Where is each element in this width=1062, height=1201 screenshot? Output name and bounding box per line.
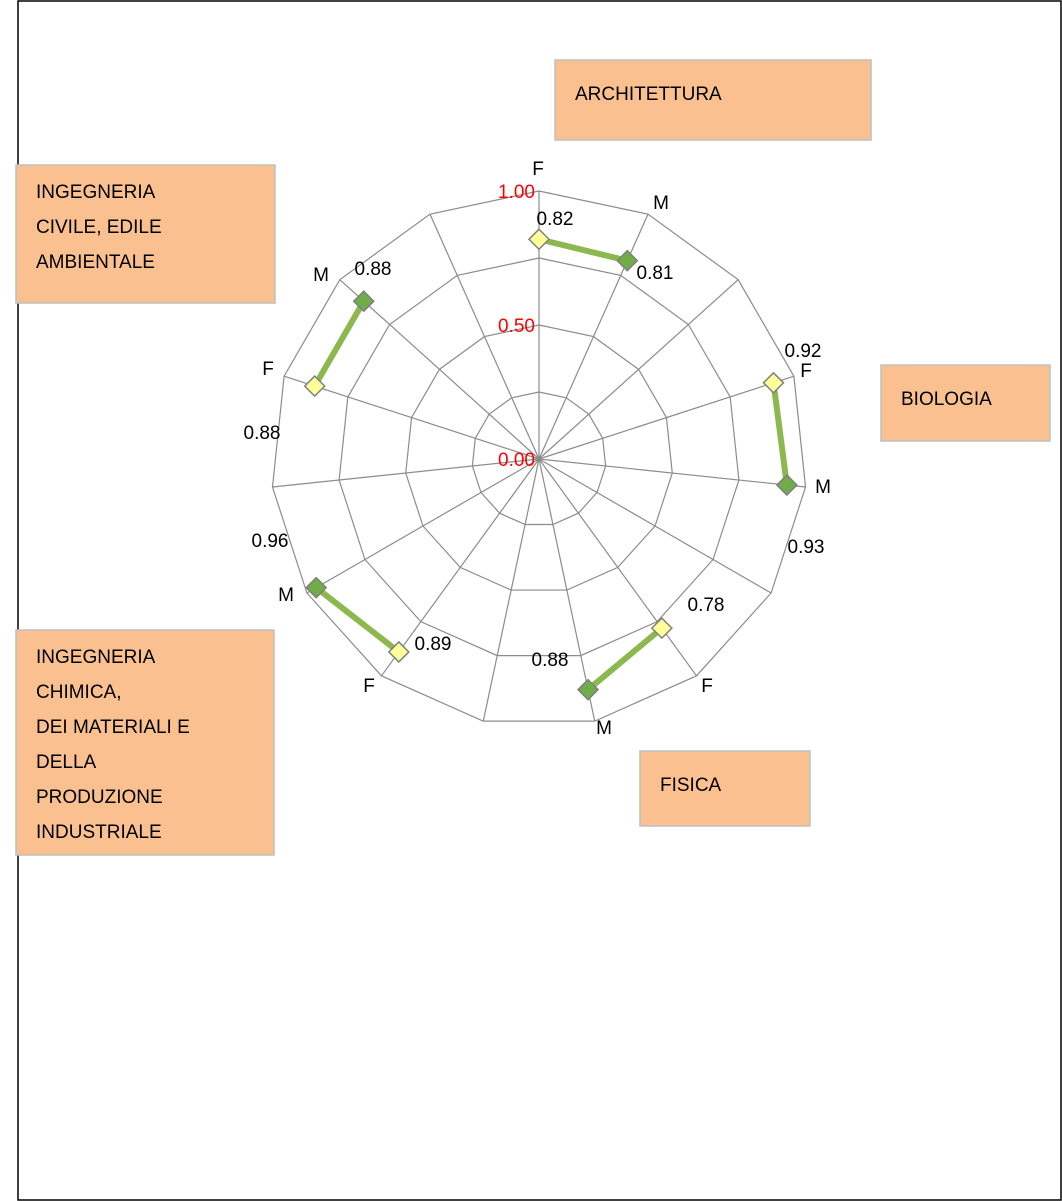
r-tick-label: 1.00 [498, 182, 535, 203]
page-frame [17, 0, 1062, 1201]
label-box-text: PRODUZIONE [36, 787, 163, 808]
spoke [538, 375, 795, 460]
value-label: 0.93 [788, 537, 825, 558]
series-line [312, 299, 367, 388]
value-label: 0.92 [785, 341, 822, 362]
category-label: F [532, 159, 544, 180]
spoke [339, 279, 540, 460]
series-line [586, 625, 664, 692]
label-box [880, 364, 1051, 442]
value-label: 0.81 [637, 263, 674, 284]
spoke [306, 458, 540, 594]
series-line [770, 382, 790, 486]
marker [527, 228, 551, 251]
value-label: 0.88 [532, 650, 569, 671]
label-box-text: INGEGNERIA [36, 647, 156, 668]
category-label: F [363, 676, 375, 697]
spoke [538, 279, 739, 460]
category-label: M [278, 585, 294, 606]
label-box-text: FISICA [660, 775, 722, 796]
grid-ring [471, 391, 607, 526]
r-tick-label: 0.50 [498, 316, 535, 337]
marker [775, 473, 798, 497]
category-label: F [800, 361, 812, 382]
label-box-text: CHIMICA, [36, 682, 122, 703]
label-box [15, 164, 276, 304]
spoke [283, 375, 540, 460]
label-box-text: DELLA [36, 752, 97, 773]
category-label: M [313, 265, 329, 286]
grid-ring [271, 190, 807, 722]
spoke [538, 458, 806, 488]
label-box-text: AMBIENTALE [36, 252, 155, 273]
value-label: 0.88 [355, 259, 392, 280]
marker [303, 375, 326, 398]
value-label: 0.78 [688, 595, 725, 616]
marker [352, 290, 375, 313]
series-line [538, 236, 629, 264]
series-line [314, 585, 401, 655]
category-label: M [653, 193, 669, 214]
marker [576, 678, 600, 701]
label-box-text: INGEGNERIA [36, 182, 156, 203]
category-label: F [701, 676, 713, 697]
label-box-text: DEI MATERIALI E [36, 717, 190, 738]
value-label: 0.89 [415, 634, 452, 655]
label-box-text: CIVILE, EDILE [36, 217, 162, 238]
marker [387, 640, 410, 664]
value-label: 0.82 [537, 209, 574, 230]
category-label: M [596, 718, 612, 739]
category-label: M [815, 477, 831, 498]
label-box [639, 750, 811, 827]
spoke [538, 458, 698, 677]
value-label: 0.96 [252, 531, 289, 552]
value-label: 0.88 [244, 423, 281, 444]
label-box [15, 629, 275, 856]
label-box-text: BIOLOGIA [901, 389, 992, 410]
label-box [554, 59, 872, 141]
spoke [380, 458, 540, 677]
spoke [272, 458, 540, 488]
marker [650, 617, 673, 640]
spoke [429, 213, 540, 460]
spoke [482, 458, 540, 722]
marker [616, 249, 639, 272]
marker [305, 576, 328, 599]
spoke [538, 458, 596, 722]
grid-ring [405, 324, 673, 591]
label-box-text: ARCHITETTURA [575, 84, 722, 105]
category-label: F [262, 359, 274, 380]
label-box-text: INDUSTRIALE [36, 822, 162, 843]
spoke [538, 458, 772, 594]
marker [762, 371, 785, 394]
r-tick-label: 0.00 [498, 450, 535, 471]
grid-ring [338, 257, 740, 657]
